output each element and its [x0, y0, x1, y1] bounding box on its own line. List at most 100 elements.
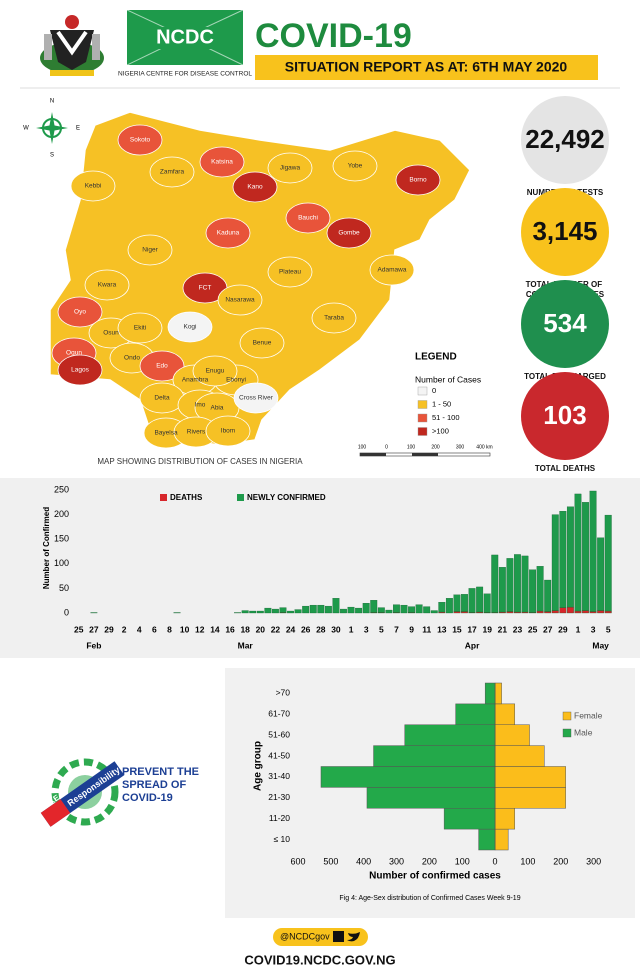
- state-area: [267, 256, 313, 288]
- y-axis-label: Age group: [253, 741, 264, 791]
- bar: [544, 611, 552, 614]
- pyramid-bar: [320, 766, 496, 788]
- pyramid-bar: [366, 787, 496, 809]
- state-label: Enugu: [206, 368, 225, 375]
- y-tick-label: >70: [276, 688, 291, 698]
- pyramid-bar: [478, 828, 496, 851]
- bar: [309, 604, 317, 614]
- legend-label: 1 - 50: [432, 399, 451, 408]
- bar: [332, 598, 340, 614]
- bar: [483, 593, 491, 613]
- y-tick-label: 21-30: [268, 792, 290, 802]
- x-tick-label: 5: [606, 624, 611, 634]
- x-tick-label: 28: [316, 624, 326, 634]
- bar: [551, 514, 559, 611]
- bar: [264, 607, 272, 614]
- x-tick-label: 25: [74, 624, 84, 634]
- pyramid-bar: [494, 828, 509, 851]
- site-url: COVID19.NCDC.GOV.NG: [244, 952, 395, 967]
- legend-swatch: [160, 494, 167, 501]
- x-tick-label: 29: [558, 624, 568, 634]
- state-area: [233, 382, 279, 414]
- x-tick-label: 200: [422, 856, 437, 866]
- state-label: Imo: [195, 402, 206, 409]
- y-tick-label: 100: [54, 558, 69, 568]
- state-area: [117, 124, 163, 156]
- state-area: [139, 350, 185, 382]
- bar: [279, 607, 287, 613]
- stat-circle: [521, 96, 609, 184]
- state-label: Borno: [409, 177, 427, 184]
- x-tick-label: 21: [498, 624, 508, 634]
- bar: [370, 600, 378, 613]
- x-tick-label: 100: [455, 856, 470, 866]
- x-tick-label: 24: [286, 624, 296, 634]
- x-tick-label: 9: [409, 624, 414, 634]
- legend-swatch: [417, 386, 428, 396]
- state-label: Bayelsa: [154, 430, 178, 437]
- legend-label: Female: [574, 710, 603, 720]
- bar: [536, 610, 544, 614]
- x-tick-label: 600: [290, 856, 305, 866]
- y-tick-label: 51-60: [268, 729, 290, 739]
- bar: [408, 606, 416, 613]
- y-tick-label: 0: [64, 607, 69, 617]
- state-label: Benue: [253, 340, 272, 347]
- bar: [461, 594, 468, 612]
- state-label: Ekiti: [134, 325, 146, 332]
- bar: [362, 603, 370, 614]
- x-tick-label: 8: [167, 624, 172, 634]
- state-label: Ibom: [221, 428, 235, 435]
- state-label: Anambra: [182, 377, 209, 384]
- state-area: [127, 234, 173, 266]
- bar: [559, 511, 567, 608]
- legend-label: >100: [432, 426, 449, 435]
- scale-label: 300: [456, 444, 465, 450]
- x-tick-label: 100: [520, 856, 535, 866]
- x-tick-label: 500: [323, 856, 338, 866]
- x-tick-label: 27: [543, 624, 553, 634]
- state-label: Adamawa: [378, 267, 407, 274]
- y-tick-label: 11-20: [269, 813, 290, 823]
- state-label: Kaduna: [217, 230, 240, 237]
- x-tick-label: 13: [437, 624, 447, 634]
- state-label: Kogi: [183, 324, 196, 331]
- state-label: Osun: [103, 330, 119, 337]
- stat-value: 534: [543, 308, 587, 338]
- bar: [574, 493, 582, 612]
- bar: [453, 594, 461, 612]
- state-label: Ogun: [66, 350, 82, 357]
- bar: [521, 555, 529, 613]
- x-tick-label: 10: [180, 624, 190, 634]
- pyramid-bar: [443, 808, 496, 830]
- stat-value: 103: [543, 400, 586, 430]
- scale-label: 0: [385, 444, 388, 450]
- compass-label: W: [23, 126, 29, 132]
- bar: [604, 610, 612, 614]
- bar: [461, 611, 468, 614]
- y-tick-label: 200: [54, 509, 69, 519]
- state-label: Niger: [142, 247, 158, 254]
- x-tick-label: 12: [195, 624, 205, 634]
- x-tick-label: 5: [379, 624, 384, 634]
- bar: [430, 610, 438, 614]
- bar: [582, 502, 589, 611]
- bar: [551, 610, 559, 614]
- legend-label: 0: [432, 386, 436, 395]
- x-tick-label: 14: [210, 624, 220, 634]
- compass-label: N: [50, 99, 54, 105]
- x-tick-label: 16: [225, 624, 235, 634]
- bar: [529, 569, 537, 613]
- bar: [317, 604, 325, 614]
- x-axis-label: Number of confirmed cases: [369, 871, 501, 882]
- legend-swatch: [562, 711, 572, 721]
- x-tick-label: 11: [422, 624, 431, 634]
- pyramid-bar: [494, 766, 566, 788]
- legend-swatch: [417, 427, 428, 436]
- stat-circle: [521, 280, 609, 368]
- scale-label: 200: [431, 444, 440, 450]
- x-tick-label: 3: [591, 624, 596, 634]
- chart-caption: Fig 4: Age-Sex distribution of Confirmed…: [339, 895, 520, 902]
